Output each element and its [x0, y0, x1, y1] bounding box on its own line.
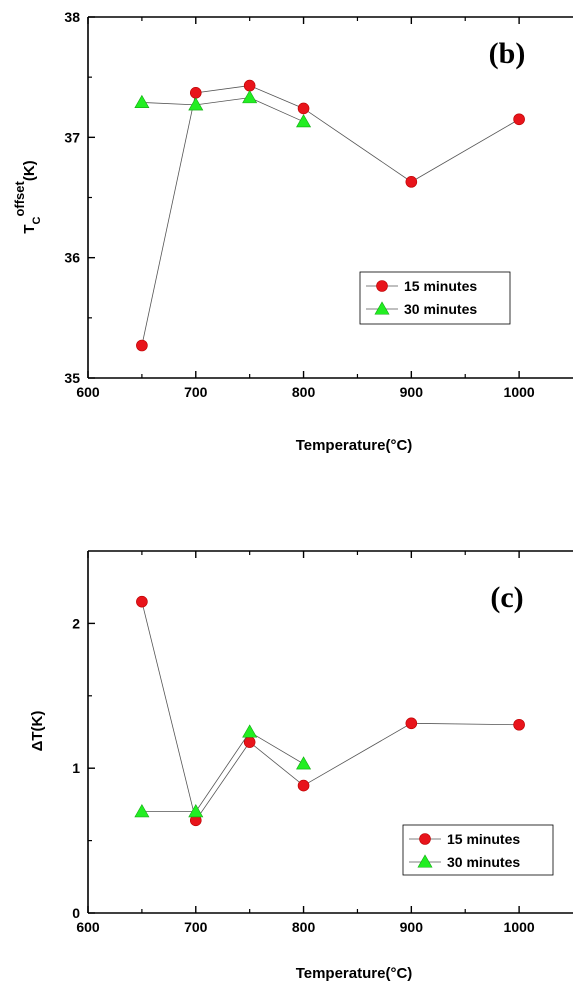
legend: 15 minutes 30 minutes [359, 271, 511, 325]
legend-label: 15 minutes [404, 278, 477, 294]
x-tick-label: 600 [76, 919, 100, 935]
y-tick-label: 1 [72, 760, 80, 776]
x-axis-title: Temperature(°C) [296, 965, 413, 982]
legend-box [359, 271, 511, 325]
y-tick-label: 2 [72, 615, 80, 631]
x-tick-label: 800 [292, 384, 316, 400]
chart-panel-b: 600 700 800 900 1000 35 36 37 38 Temperature(°C) T… [12, 9, 573, 454]
data-point [297, 102, 310, 115]
legend-marker-triangle [417, 854, 433, 868]
y-tick-label: 35 [64, 370, 80, 386]
legend-label: 30 minutes [404, 301, 477, 317]
legend-label: 15 minutes [447, 831, 520, 847]
series-line [141, 85, 520, 346]
y-title-main: T [21, 225, 38, 234]
series-line [141, 731, 304, 813]
legend-marker-circle [419, 833, 431, 845]
series-line [141, 601, 520, 822]
x-tick-label: 1000 [504, 384, 535, 400]
legend-marker-circle [376, 280, 388, 292]
y-axis-title: TCoffset(K) [12, 160, 43, 233]
y-tick-label: 0 [72, 905, 80, 921]
x-tick-label: 900 [400, 384, 424, 400]
data-point [134, 804, 150, 818]
chart-panel-c: 600 700 800 900 1000 0 1 2 Temperature(°C) ΔT(K) (… [29, 550, 573, 982]
data-point [189, 87, 202, 99]
data-point [242, 724, 258, 738]
series-30-minutes [134, 724, 312, 818]
data-point [513, 718, 525, 731]
data-point [136, 339, 148, 352]
y-tick-label: 37 [64, 129, 80, 145]
legend-label: 30 minutes [447, 854, 520, 870]
data-point [243, 79, 256, 92]
y-title-sup: offset [12, 180, 27, 216]
data-point [405, 717, 418, 730]
y-tick-label: 36 [64, 250, 80, 266]
series-line [141, 97, 304, 123]
data-point [136, 595, 148, 608]
data-point [188, 97, 204, 111]
data-point [405, 176, 418, 188]
data-point [134, 94, 150, 108]
legend: 15 minutes 30 minutes [402, 824, 554, 876]
x-axis-title: Temperature(°C) [296, 437, 413, 454]
panel-label: (b) [489, 37, 526, 70]
data-point [513, 113, 525, 126]
x-tick-label: 700 [184, 384, 208, 400]
y-title-unit: (K) [21, 160, 38, 181]
x-tick-label: 700 [184, 919, 208, 935]
y-tick-label: 38 [64, 9, 80, 25]
data-point [297, 779, 310, 792]
data-point [188, 804, 204, 818]
data-point [296, 756, 312, 770]
x-tick-label: 900 [400, 919, 424, 935]
data-point [242, 90, 258, 104]
x-tick-label: 600 [76, 384, 100, 400]
y-title-sub: C [31, 217, 43, 225]
series-15-minutes [136, 595, 525, 827]
x-tick-label: 800 [292, 919, 316, 935]
data-point [296, 114, 312, 128]
x-tick-label: 1000 [504, 919, 535, 935]
legend-marker-triangle [374, 301, 390, 315]
y-axis-title: ΔT(K) [29, 711, 46, 752]
series-30-minutes [134, 90, 312, 128]
panel-label: (c) [490, 581, 523, 614]
